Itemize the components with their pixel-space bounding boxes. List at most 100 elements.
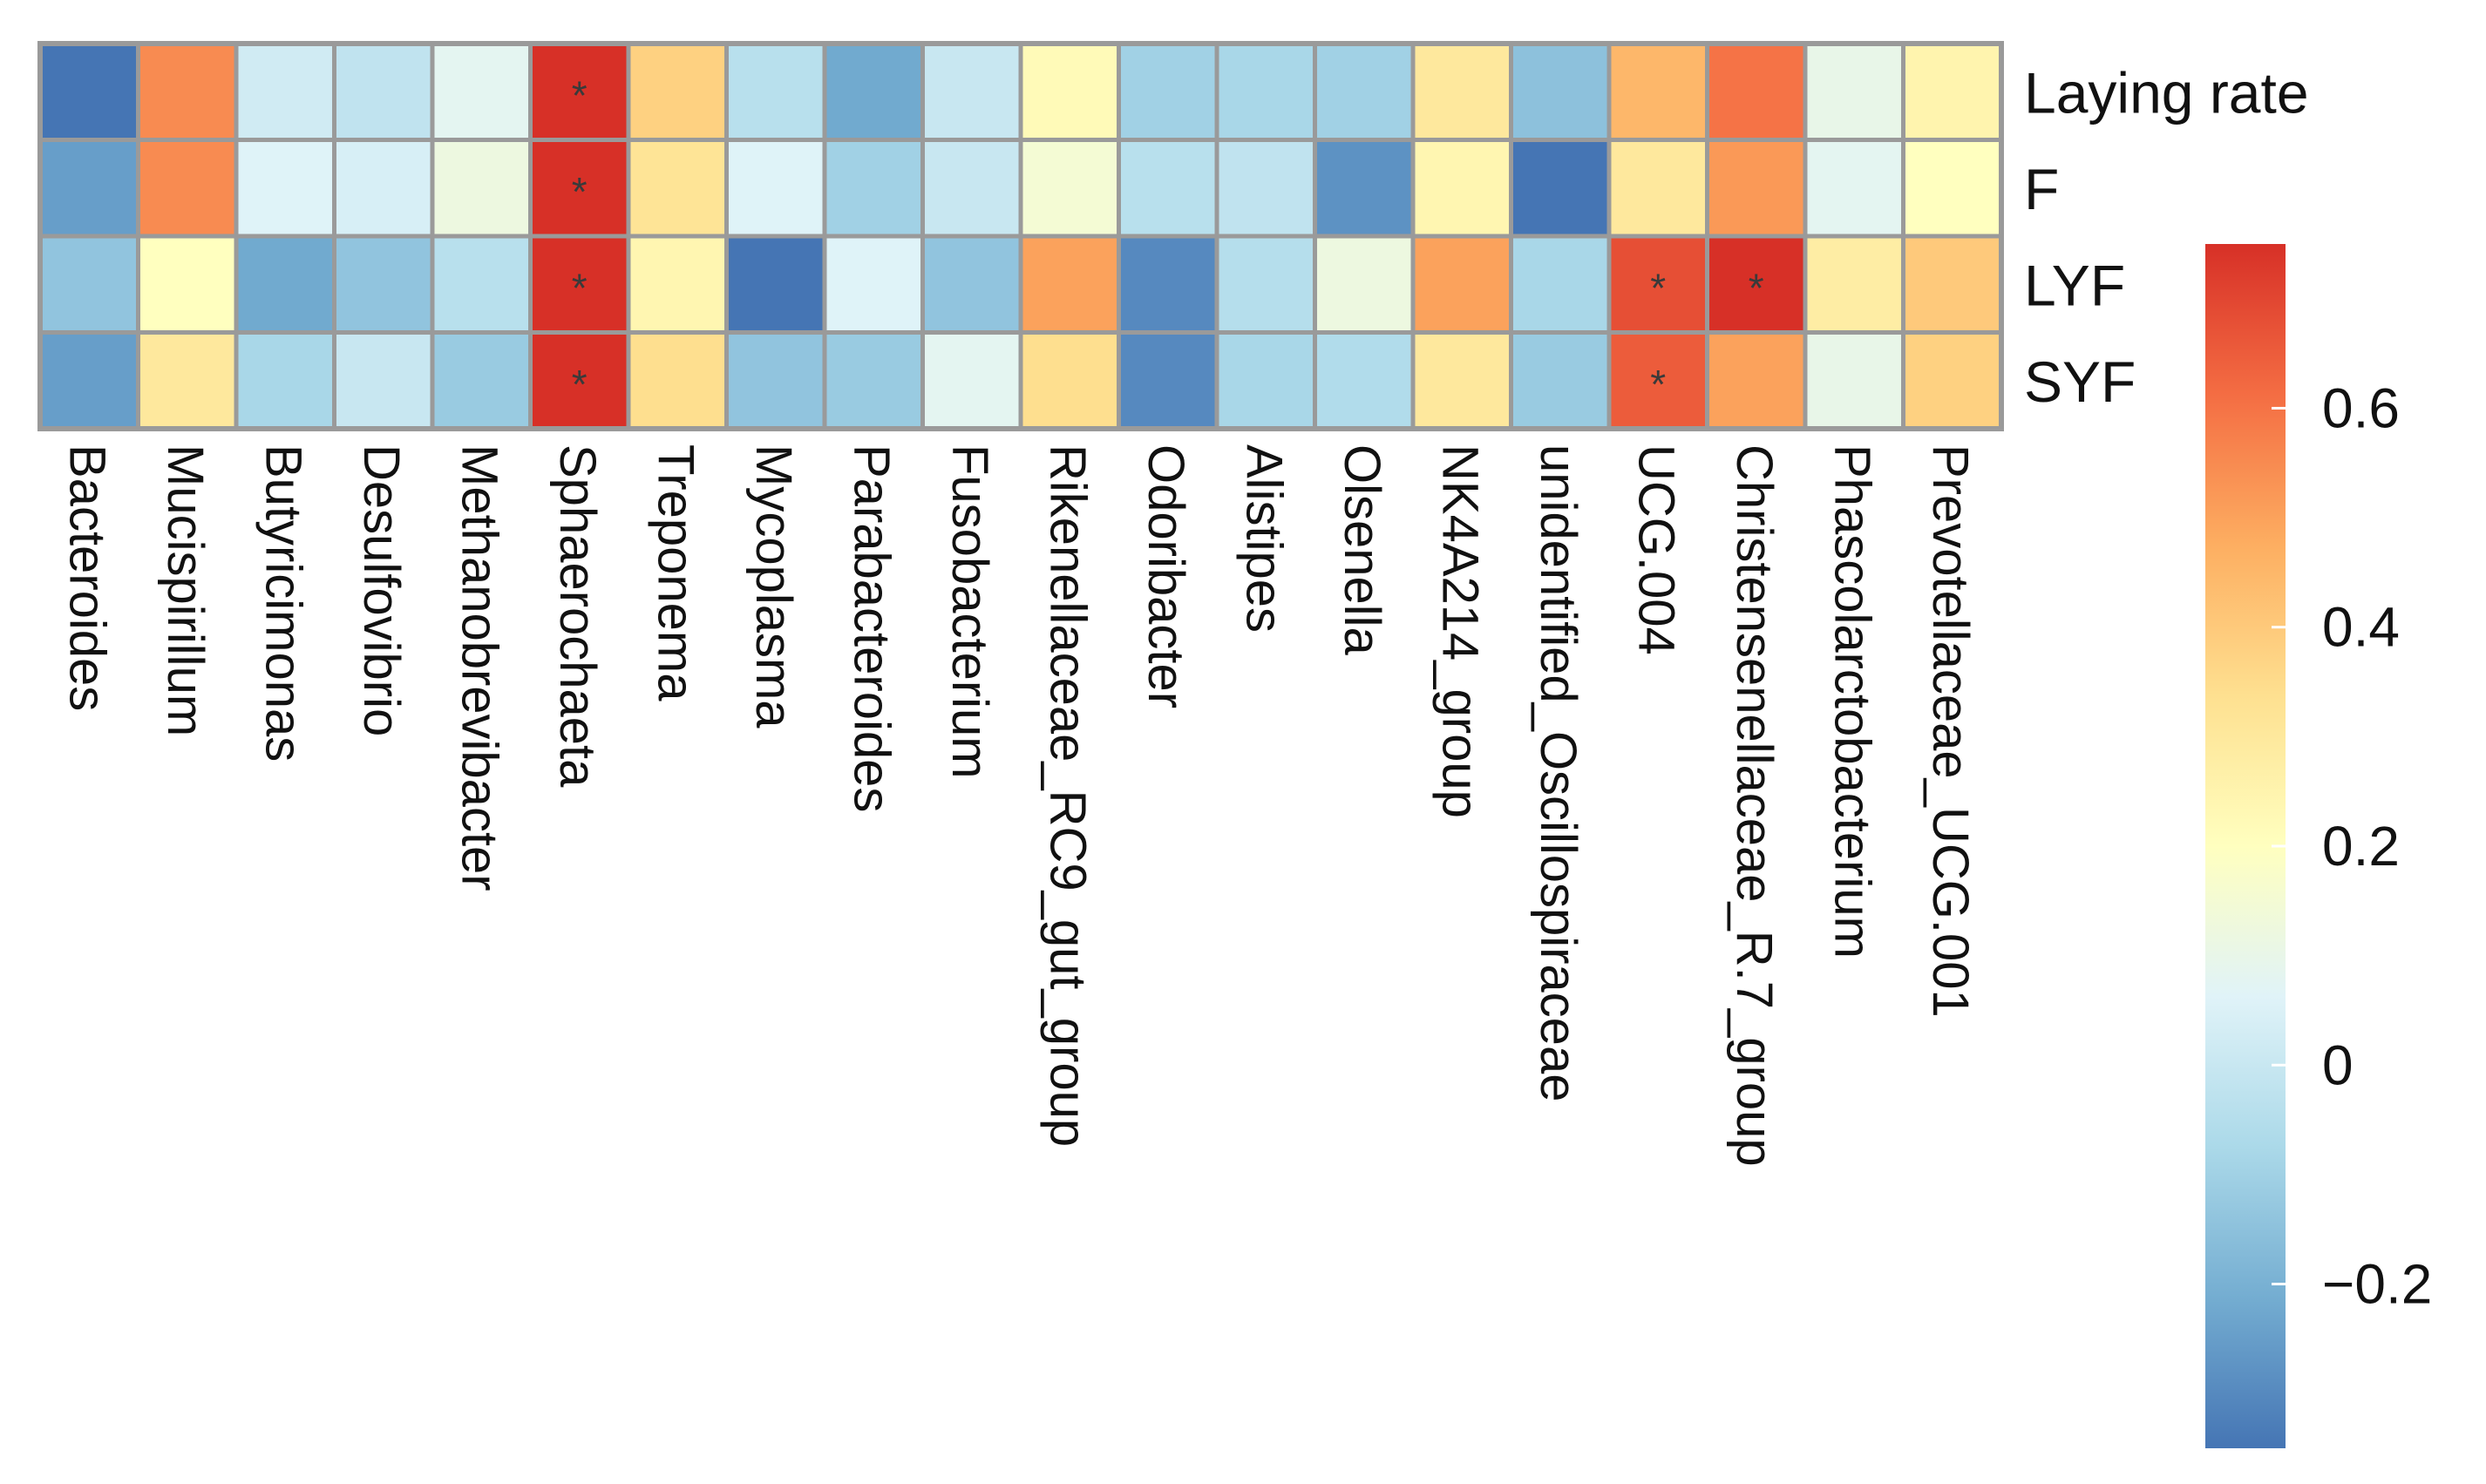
heatmap-cell (37, 234, 140, 335)
heatmap-cell (1117, 234, 1219, 335)
column-label: unidentified_Oscillospiraceae (1530, 444, 1586, 1101)
heatmap-cell (1117, 41, 1219, 142)
heatmap-cell (1410, 330, 1513, 431)
column-label: Parabacteroides (843, 444, 900, 812)
colorbar-tick-label: 0.6 (2322, 376, 2400, 439)
heatmap-cell (1214, 330, 1317, 431)
heatmap-cell (724, 41, 827, 142)
significance-mark: * (572, 362, 588, 407)
significance-mark: * (1650, 362, 1666, 407)
heatmap-cell (332, 330, 435, 431)
heatmap-cell (1018, 138, 1121, 239)
heatmap-cell (1018, 234, 1121, 335)
heatmap-cell (37, 330, 140, 431)
heatmap-cell (136, 330, 239, 431)
heatmap-cell (1705, 41, 1808, 142)
column-label: Desulfovibrio (353, 444, 410, 736)
heatmap-cell (234, 330, 336, 431)
heatmap-cell (1214, 234, 1317, 335)
column-label: Butyricimonas (255, 444, 311, 762)
column-label: UCG.004 (1627, 444, 1684, 655)
heatmap-cell (1509, 41, 1612, 142)
heatmap-cell (1410, 138, 1513, 239)
heatmap-cell (626, 234, 729, 335)
heatmap-cells (37, 41, 2004, 431)
heatmap-cell (1803, 41, 1905, 142)
heatmap-cell (1901, 234, 2004, 335)
heatmap-cell (1509, 138, 1612, 239)
heatmap-cell (234, 138, 336, 239)
row-label: SYF (2024, 349, 2136, 414)
heatmap-cell (430, 41, 533, 142)
heatmap-cell (136, 234, 239, 335)
heatmap-cell (822, 41, 925, 142)
heatmap-cell (136, 41, 239, 142)
colorbar-ticks: −0.2 0 0.2 0.4 0.6 (2272, 376, 2432, 1316)
significance-mark: * (1650, 265, 1666, 310)
heatmap-cell (920, 138, 1023, 239)
heatmap-cell (1803, 234, 1905, 335)
heatmap-cell (1018, 41, 1121, 142)
heatmap-cell (1901, 41, 2004, 142)
heatmap-cell (626, 41, 729, 142)
heatmap-cell (724, 330, 827, 431)
column-label: Mucispirillum (157, 444, 214, 736)
heatmap-cell (626, 330, 729, 431)
column-label: Phascolarctobacterium (1824, 444, 1880, 959)
heatmap-cell (234, 234, 336, 335)
heatmap-cell (234, 41, 336, 142)
heatmap-cell (136, 138, 239, 239)
heatmap-cell (920, 330, 1023, 431)
heatmap-cell (37, 41, 140, 142)
heatmap-cell (332, 41, 435, 142)
heatmap-cell (822, 234, 925, 335)
column-label: Alistipes (1235, 444, 1292, 633)
heatmap-cell (430, 234, 533, 335)
row-label: F (2024, 157, 2059, 221)
colorbar-tick-label: 0.4 (2322, 596, 2400, 659)
column-label: Odoribacter (1138, 444, 1194, 708)
heatmap-cell (1803, 138, 1905, 239)
significance-marks: * * * * * * * (572, 72, 1764, 407)
column-label: Rikenellaceae_RC9_gut_group (1039, 444, 1096, 1147)
heatmap-cell (1606, 138, 1709, 239)
column-label: Sphaerochaeta (549, 444, 606, 788)
heatmap-cell (1214, 41, 1317, 142)
heatmap-cell (626, 138, 729, 239)
significance-mark: * (572, 72, 588, 118)
heatmap-cell (724, 234, 827, 335)
row-label: LYF (2024, 253, 2125, 317)
heatmap-cell (1705, 330, 1808, 431)
heatmap-cell (822, 330, 925, 431)
heatmap-cell (430, 330, 533, 431)
heatmap-cell (920, 41, 1023, 142)
heatmap-cell (1313, 41, 1416, 142)
column-label: Prevotellaceae_UCG.001 (1922, 444, 1979, 1018)
heatmap-cell (332, 234, 435, 335)
heatmap-cell (1018, 330, 1121, 431)
heatmap-cell (1410, 234, 1513, 335)
colorbar-tick-label: 0 (2322, 1033, 2354, 1096)
significance-mark: * (572, 169, 588, 214)
heatmap-cell (822, 138, 925, 239)
column-label: Christensenellaceae_R.7_group (1726, 444, 1783, 1167)
significance-mark: * (572, 265, 588, 310)
heatmap-cell (1901, 330, 2004, 431)
heatmap-cell (1509, 330, 1612, 431)
column-labels: Bacteroides Mucispirillum Butyricimonas Des… (58, 444, 1979, 1167)
heatmap-cell (332, 138, 435, 239)
heatmap-cell (1509, 234, 1612, 335)
heatmap-cell (1313, 234, 1416, 335)
heatmap-cell (920, 234, 1023, 335)
column-label: Olsenella (1334, 444, 1390, 656)
column-label: Treponema (647, 444, 703, 701)
significance-mark: * (1749, 265, 1764, 310)
heatmap-cell (430, 138, 533, 239)
heatmap-cell (1606, 41, 1709, 142)
column-label: Mycoplasma (745, 444, 802, 728)
column-label: Bacteroides (58, 444, 115, 711)
row-labels: Laying rate F LYF SYF (2024, 60, 2309, 414)
colorbar-tick-label: −0.2 (2322, 1253, 2432, 1316)
row-label: Laying rate (2024, 60, 2309, 125)
